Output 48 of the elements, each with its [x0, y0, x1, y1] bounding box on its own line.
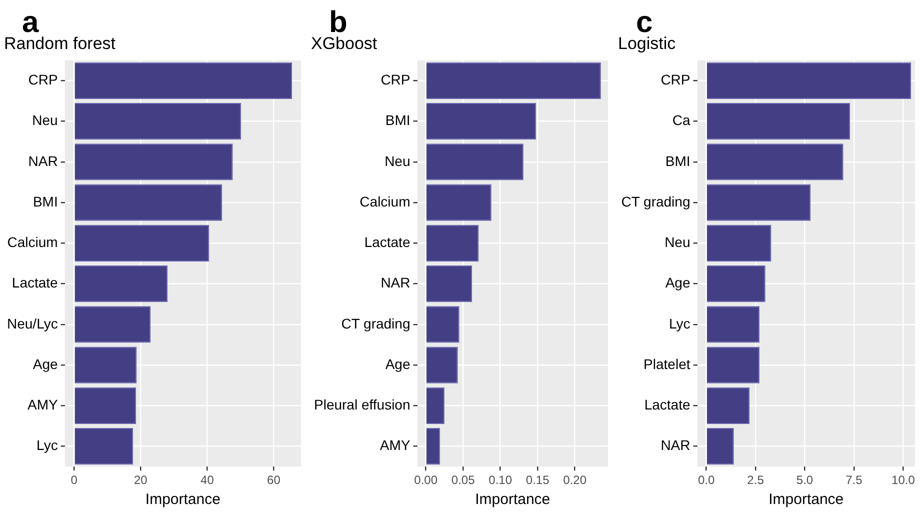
- x-tick-label: 60: [267, 473, 281, 488]
- y-tick-label: CRP: [28, 72, 58, 88]
- y-tick-label: Calcium: [7, 234, 58, 250]
- x-tick-label: 0.00: [414, 473, 438, 488]
- x-tick-label: 0.15: [526, 473, 550, 488]
- y-tick-label: Calcium: [360, 193, 410, 210]
- y-tick-label: Neu: [384, 152, 410, 169]
- y-tick-label: CRP: [380, 72, 410, 88]
- y-tick-label: Neu/Lyc: [6, 315, 58, 332]
- y-tick-label: BMI: [385, 112, 410, 128]
- x-tick-label: 40: [200, 473, 214, 488]
- x-tick-label: 0.20: [563, 473, 587, 488]
- x-axis-title: Importance: [475, 491, 550, 508]
- y-tick-label: Age: [385, 356, 410, 372]
- y-tick-label: CRP: [660, 72, 690, 88]
- x-tick-label: 2.5: [747, 473, 764, 488]
- x-tick-label: 0.10: [488, 473, 512, 488]
- y-tick-label: Ca: [672, 112, 690, 128]
- y-tick-label: NAR: [660, 437, 690, 454]
- y-tick-label: Neu: [32, 112, 58, 128]
- x-tick-label: 0.05: [451, 473, 476, 488]
- x-tick-label: 0.0: [698, 473, 715, 488]
- y-tick-label: Pleural effusion: [314, 396, 410, 413]
- x-tick-label: 5.0: [796, 473, 814, 488]
- y-tick-label: AMY: [27, 396, 58, 413]
- x-tick-label: 0: [70, 473, 78, 488]
- y-tick-label: NAR: [380, 274, 410, 291]
- y-tick-label: BMI: [32, 193, 58, 210]
- y-tick-label: Neu: [664, 234, 690, 250]
- y-tick-label: Age: [665, 274, 690, 291]
- x-tick-label: 20: [134, 473, 148, 488]
- chart-title: XGboost: [311, 34, 378, 53]
- y-tick-label: Lactate: [364, 234, 410, 250]
- y-tick-label: Lyc: [36, 437, 58, 454]
- y-tick-label: AMY: [380, 437, 411, 454]
- x-axis-title: Importance: [145, 491, 220, 508]
- y-tick-label: Lactate: [12, 274, 58, 291]
- x-tick-label: 10.0: [892, 473, 916, 488]
- y-tick-label: Lyc: [668, 315, 690, 332]
- y-tick-label: Age: [32, 356, 58, 372]
- x-axis-title: Importance: [768, 491, 844, 508]
- y-tick-label: CT grading: [341, 315, 410, 332]
- y-tick-label: NAR: [28, 152, 58, 169]
- x-tick-label: 7.5: [846, 473, 863, 488]
- y-tick-label: Platelet: [644, 356, 690, 372]
- y-tick-label: BMI: [665, 152, 690, 169]
- y-tick-label: Lactate: [644, 396, 690, 413]
- y-tick-label: CT grading: [621, 193, 690, 210]
